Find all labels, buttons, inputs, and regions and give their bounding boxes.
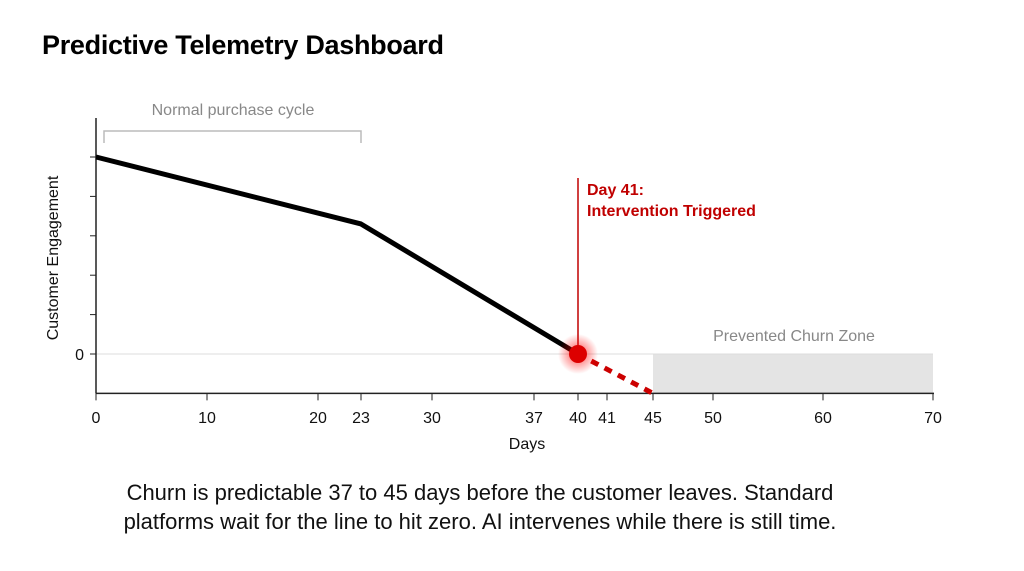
intervention-label-line1: Day 41: bbox=[587, 182, 644, 199]
caption-line-1: Churn is predictable 37 to 45 days befor… bbox=[126, 480, 834, 505]
x-tick-label: 41 bbox=[598, 410, 616, 427]
engagement-series-line bbox=[95, 154, 580, 357]
x-tick-label: 50 bbox=[704, 410, 722, 427]
intervention-label-line2: Intervention Triggered bbox=[587, 203, 756, 220]
x-tick-label: 37 bbox=[525, 410, 543, 427]
caption-line-2: platforms wait for the line to hit zero.… bbox=[123, 509, 837, 534]
x-axis-label: Days bbox=[509, 436, 545, 453]
churn-zone-area bbox=[653, 354, 933, 394]
x-tick-label: 70 bbox=[924, 410, 942, 427]
x-tick-label: 30 bbox=[423, 410, 441, 427]
caption: Churn is predictable 37 to 45 days befor… bbox=[0, 478, 960, 536]
churn-zone-label: Prevented Churn Zone bbox=[713, 328, 875, 345]
page-title: Predictive Telemetry Dashboard bbox=[42, 30, 444, 60]
x-tick-label: 45 bbox=[644, 410, 662, 427]
x-tick-label: 0 bbox=[92, 410, 101, 427]
x-tick-label: 20 bbox=[309, 410, 327, 427]
normal-cycle-label: Normal purchase cycle bbox=[152, 102, 315, 119]
y-axis-label: Customer Engagement bbox=[45, 175, 62, 340]
normal-cycle-bracket bbox=[103, 130, 362, 143]
y-tick-label: 0 bbox=[75, 347, 84, 364]
x-tick-label: 23 bbox=[352, 410, 370, 427]
x-tick-label: 10 bbox=[198, 410, 216, 427]
x-tick-label: 60 bbox=[814, 410, 832, 427]
x-tick-label: 40 bbox=[569, 410, 587, 427]
intervention-marker bbox=[569, 345, 587, 363]
